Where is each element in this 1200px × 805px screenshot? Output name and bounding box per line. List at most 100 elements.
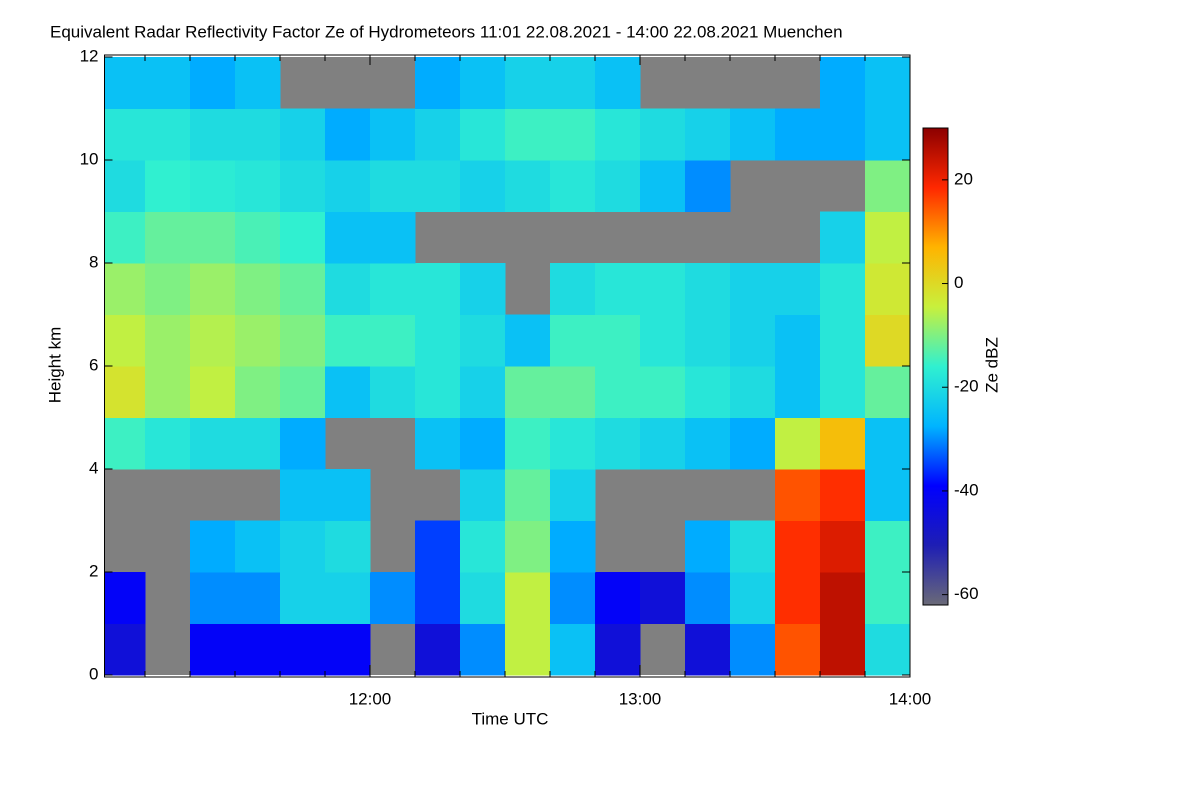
heatmap-cell — [190, 572, 236, 624]
heatmap-cell — [104, 623, 146, 676]
heatmap-cell — [595, 366, 641, 418]
y-tick-label: 2 — [89, 561, 98, 580]
x-tick-label: 12:00 — [349, 689, 392, 708]
heatmap-cell — [595, 108, 641, 161]
heatmap-cell — [640, 366, 686, 418]
heatmap-cell — [595, 572, 641, 624]
heatmap-cell — [505, 417, 551, 470]
colorbar-tick-label: 20 — [954, 169, 973, 188]
heatmap-cell — [280, 469, 326, 521]
heatmap-cell — [235, 572, 281, 624]
heatmap-cell — [865, 160, 911, 212]
heatmap-cell — [820, 211, 866, 264]
heatmap-cell — [730, 417, 776, 470]
heatmap-cell — [325, 211, 371, 264]
heatmap-cell — [685, 623, 731, 676]
heatmap-cell — [640, 108, 686, 161]
heatmap-cell — [550, 366, 596, 418]
heatmap-cell — [235, 160, 281, 212]
heatmap-cell — [820, 623, 866, 676]
heatmap-cell — [460, 57, 506, 109]
heatmap-cell — [775, 108, 821, 161]
heatmap-cell — [865, 623, 911, 676]
heatmap-cell — [775, 366, 821, 418]
heatmap-cell — [460, 314, 506, 367]
heatmap-cell — [104, 417, 146, 470]
heatmap-cell — [460, 623, 506, 676]
colorbar — [922, 127, 949, 606]
heatmap-cell — [235, 314, 281, 367]
heatmap-cell — [104, 263, 146, 315]
heatmap-cell — [865, 469, 911, 521]
heatmap-cell — [460, 263, 506, 315]
heatmap-cell — [685, 366, 731, 418]
heatmap-cell — [415, 572, 461, 624]
heatmap-cell — [820, 520, 866, 573]
heatmap-cell — [280, 263, 326, 315]
heatmap-cell — [235, 366, 281, 418]
heatmap-cell — [190, 211, 236, 264]
heatmap-cell — [640, 572, 686, 624]
heatmap-cell — [505, 520, 551, 573]
heatmap-cell — [370, 263, 416, 315]
heatmap-cell — [370, 108, 416, 161]
heatmap-cell — [505, 572, 551, 624]
heatmap-cell — [595, 417, 641, 470]
heatmap-cell — [820, 314, 866, 367]
heatmap-cell — [865, 108, 911, 161]
heatmap-cell — [145, 160, 191, 212]
heatmap-cell — [685, 108, 731, 161]
heatmap-cell — [415, 417, 461, 470]
heatmap-cell — [235, 211, 281, 264]
heatmap-cell — [325, 263, 371, 315]
heatmap-cell — [550, 160, 596, 212]
heatmap-cell — [325, 366, 371, 418]
heatmap-cell — [104, 57, 146, 109]
heatmap-cell — [685, 263, 731, 315]
heatmap-cell — [550, 623, 596, 676]
heatmap-cell — [235, 623, 281, 676]
heatmap-cell — [370, 366, 416, 418]
heatmap-cell — [280, 623, 326, 676]
heatmap-cell — [325, 108, 371, 161]
heatmap-cell — [190, 57, 236, 109]
heatmap-cell — [415, 160, 461, 212]
heatmap-cell — [595, 263, 641, 315]
heatmap-cell — [370, 160, 416, 212]
colorbar-tick-label: -40 — [954, 480, 979, 499]
heatmap-cell — [280, 366, 326, 418]
heatmap-cell — [370, 572, 416, 624]
heatmap-cell — [280, 520, 326, 573]
y-axis-label: Height km — [45, 327, 64, 404]
heatmap-cell — [190, 417, 236, 470]
heatmap-cell — [235, 417, 281, 470]
heatmap-cell — [505, 314, 551, 367]
heatmap-cell — [415, 108, 461, 161]
heatmap-cell — [730, 520, 776, 573]
heatmap-cell — [280, 417, 326, 470]
heatmap-cell — [550, 108, 596, 161]
heatmap-cell — [460, 366, 506, 418]
heatmap-cell — [104, 211, 146, 264]
heatmap-cell — [550, 57, 596, 109]
heatmap-cell — [415, 366, 461, 418]
heatmap-cell — [865, 572, 911, 624]
y-tick-label: 12 — [80, 46, 99, 65]
heatmap-cell — [145, 57, 191, 109]
heatmap-cell — [145, 263, 191, 315]
heatmap-cell — [190, 314, 236, 367]
heatmap-cell — [415, 57, 461, 109]
heatmap-cell — [415, 314, 461, 367]
heatmap-cell — [775, 572, 821, 624]
heatmap-cell — [460, 572, 506, 624]
heatmap-cell — [145, 211, 191, 264]
heatmap-cell — [325, 469, 371, 521]
heatmap-cell — [550, 469, 596, 521]
heatmap-cell — [775, 520, 821, 573]
heatmap-cell — [505, 108, 551, 161]
heatmap-cell — [280, 108, 326, 161]
heatmap-cell — [145, 417, 191, 470]
heatmap-cell — [104, 572, 146, 624]
heatmap-cell — [370, 314, 416, 367]
